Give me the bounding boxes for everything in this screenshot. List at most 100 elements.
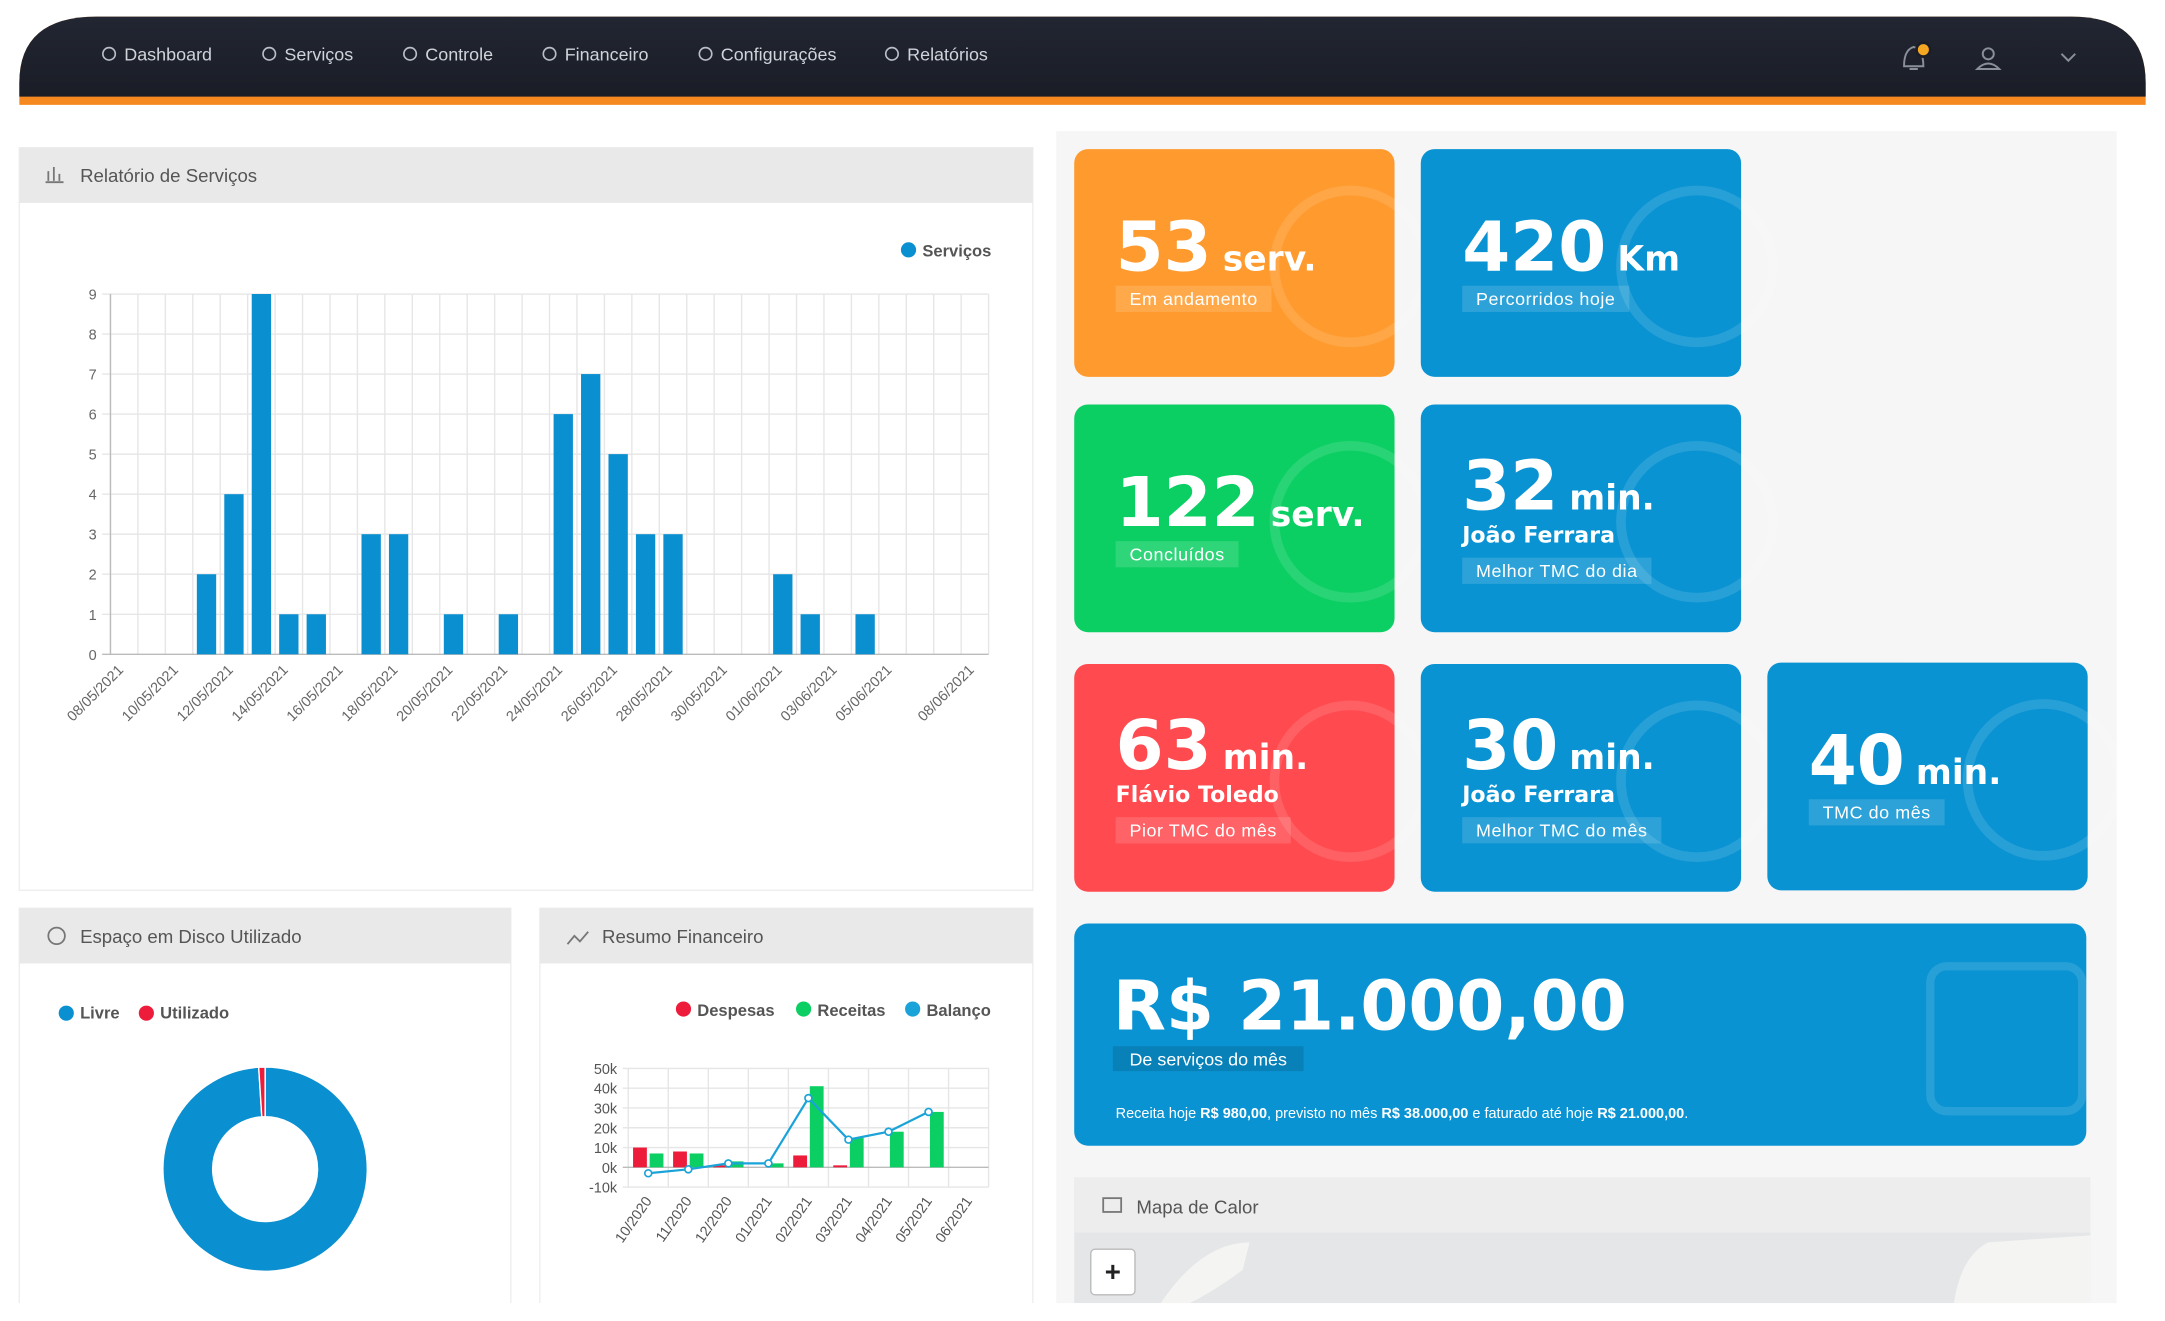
card-value: 63 min.	[1116, 706, 1309, 786]
line-point	[643, 1168, 653, 1178]
card-watermark	[1616, 441, 1778, 603]
nav-item[interactable]: Relatórios	[907, 45, 988, 65]
bar	[553, 414, 573, 655]
card-unit: min.	[1569, 478, 1654, 518]
y-tick-label: 50k	[594, 1062, 618, 1078]
kpi-card: 122 serv. Concluídos	[1074, 404, 1432, 633]
card-value: 122 serv.	[1116, 463, 1365, 543]
card-background	[1767, 662, 2088, 891]
panel-header	[19, 908, 511, 964]
card-number: 40	[1809, 721, 1905, 801]
label-pill	[1115, 541, 1239, 568]
nav-icon	[542, 46, 557, 61]
y-tick-label: 10k	[594, 1141, 618, 1157]
card-unit: min.	[1223, 738, 1308, 778]
pie-icon	[47, 926, 66, 946]
user-icon-body	[1974, 62, 2002, 70]
card-name: João Ferrara	[1460, 783, 1615, 808]
y-tick-label: -10k	[589, 1181, 618, 1197]
y-tick-label: 2	[89, 568, 97, 584]
card-number: 32	[1462, 446, 1558, 526]
line-point	[884, 1127, 893, 1136]
kpi-card: 63 min. Flávio Toledo Pior TMC do mês	[1074, 663, 1432, 892]
legend-marker	[900, 242, 917, 258]
bar	[633, 1147, 647, 1168]
disk-chart: Livre Utilizado	[58, 1004, 368, 1272]
summary-part: e faturado até hoje	[1468, 1106, 1597, 1122]
bar	[809, 1086, 824, 1168]
nav-item[interactable]: Configurações	[721, 45, 837, 65]
panel-title: Espaço em Disco Utilizado	[80, 926, 302, 947]
legend-label: Serviços	[922, 242, 991, 261]
line-point	[724, 1159, 733, 1168]
line-point	[924, 1107, 933, 1117]
y-tick-label: 6	[89, 408, 97, 424]
card-label: Melhor TMC do mês	[1476, 820, 1648, 840]
bar	[849, 1137, 864, 1168]
y-tick-label: 9	[89, 288, 97, 304]
card-unit: min.	[1569, 738, 1654, 778]
map-land	[1159, 1235, 2091, 1305]
map-icon	[1102, 1197, 1123, 1213]
card-label: TMC do mês	[1823, 803, 1931, 823]
y-tick-label: 8	[89, 328, 97, 344]
y-tick-label: 3	[89, 528, 97, 544]
revenue-card	[1074, 923, 2087, 1146]
nav-item[interactable]: Serviços	[284, 45, 353, 65]
bar	[713, 1165, 727, 1168]
notification-dot	[1915, 41, 1932, 58]
line	[648, 1096, 930, 1175]
user-icon[interactable]	[1981, 47, 1995, 61]
donut-slice	[162, 1066, 368, 1272]
bell-icon[interactable]	[1903, 45, 1925, 70]
card-unit: Km	[1617, 240, 1680, 280]
panel-header	[19, 147, 1033, 203]
card-label: Em andamento	[1129, 289, 1257, 309]
nav-icon	[698, 46, 713, 61]
bar	[388, 534, 409, 655]
card-value: 420 Km	[1462, 208, 1680, 288]
nav-icon	[262, 46, 277, 61]
zoom-in-button[interactable]	[1090, 1248, 1136, 1296]
bar	[581, 374, 601, 655]
nav-icon	[102, 46, 117, 61]
card-value: 30 min.	[1462, 706, 1655, 786]
nav-item[interactable]: Financeiro	[565, 45, 649, 65]
card-watermark	[1962, 699, 2125, 861]
card-name: João Ferrara	[1460, 523, 1615, 548]
kpi-card: 30 min. João Ferrara Melhor TMC do mês	[1420, 663, 1778, 892]
summary-part: , previsto no mês	[1267, 1106, 1381, 1122]
bar	[689, 1153, 704, 1168]
chevron-icon[interactable]	[2060, 53, 2076, 63]
summary-part: R$ 980,00	[1200, 1106, 1267, 1122]
donut-slice	[257, 1066, 266, 1118]
label-pill	[1462, 285, 1630, 312]
legend-marker	[795, 1001, 812, 1017]
card-background	[1420, 404, 1742, 633]
line-point	[764, 1159, 773, 1168]
nav-item[interactable]: Controle	[425, 45, 493, 65]
nav-icon	[403, 46, 418, 61]
card-unit: serv.	[1223, 240, 1317, 280]
card-value: 32 min.	[1462, 446, 1655, 526]
bar	[224, 494, 244, 655]
card-background	[1420, 663, 1742, 892]
label-pill	[1112, 1046, 1304, 1072]
card-number: 53	[1116, 208, 1212, 288]
card-value: 40 min.	[1809, 721, 2002, 801]
legend-marker	[58, 1005, 74, 1021]
chart-icon	[45, 167, 64, 184]
bar	[279, 614, 299, 655]
card-watermark	[1616, 185, 1778, 348]
label-pill	[1462, 817, 1662, 844]
revenue-value: R$ 21.000,00	[1113, 967, 1627, 1047]
nav-item[interactable]: Dashboard	[124, 45, 212, 65]
card-background	[1074, 149, 1395, 377]
card-label: Percorridos hoje	[1476, 289, 1615, 309]
label-pill	[1115, 817, 1291, 844]
bar	[608, 454, 628, 655]
legend-marker	[905, 1001, 921, 1017]
bar	[673, 1151, 687, 1168]
